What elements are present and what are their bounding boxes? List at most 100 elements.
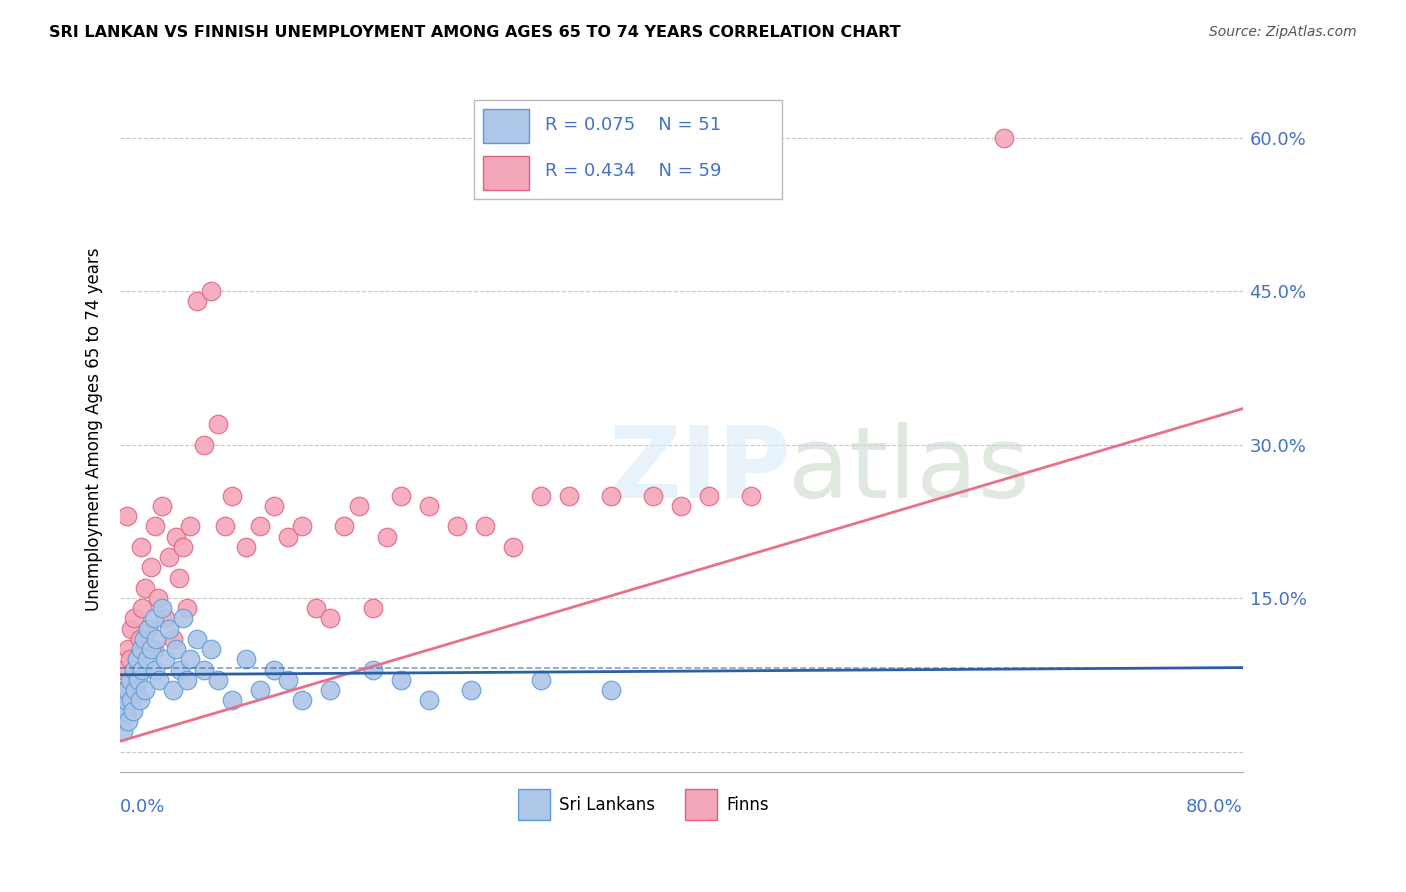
- Point: [110, 714, 132, 728]
- Point: [600, 683, 623, 698]
- Point: [993, 130, 1015, 145]
- Point: [128, 632, 150, 646]
- Point: [127, 673, 149, 687]
- Point: [117, 714, 139, 728]
- Point: [115, 509, 138, 524]
- Point: [153, 611, 176, 625]
- Point: [129, 642, 152, 657]
- Point: [146, 591, 169, 605]
- Point: [114, 693, 136, 707]
- Point: [319, 611, 342, 625]
- Point: [115, 683, 138, 698]
- Point: [200, 642, 222, 657]
- Point: [200, 284, 222, 298]
- Point: [131, 663, 153, 677]
- Point: [375, 530, 398, 544]
- Point: [165, 642, 187, 657]
- Point: [110, 693, 132, 707]
- Point: [389, 673, 412, 687]
- Point: [361, 601, 384, 615]
- Point: [530, 673, 553, 687]
- Point: [112, 704, 135, 718]
- Point: [118, 652, 141, 666]
- Point: [207, 417, 229, 431]
- Point: [142, 642, 165, 657]
- Point: [139, 642, 162, 657]
- Text: atlas: atlas: [787, 422, 1029, 519]
- Point: [176, 601, 198, 615]
- Point: [172, 611, 194, 625]
- Point: [120, 622, 142, 636]
- Point: [125, 652, 148, 666]
- Point: [221, 693, 243, 707]
- Point: [600, 489, 623, 503]
- Point: [277, 530, 299, 544]
- Point: [214, 519, 236, 533]
- Point: [167, 570, 190, 584]
- Point: [176, 673, 198, 687]
- Point: [699, 489, 721, 503]
- Point: [235, 652, 257, 666]
- Point: [418, 499, 440, 513]
- Point: [135, 652, 157, 666]
- Point: [460, 683, 482, 698]
- Point: [277, 673, 299, 687]
- Text: ZIP: ZIP: [609, 422, 792, 519]
- Point: [134, 683, 156, 698]
- Point: [643, 489, 665, 503]
- Point: [150, 601, 173, 615]
- Point: [134, 581, 156, 595]
- Point: [142, 611, 165, 625]
- Point: [121, 673, 143, 687]
- Text: Source: ZipAtlas.com: Source: ZipAtlas.com: [1209, 25, 1357, 39]
- Point: [333, 519, 356, 533]
- Point: [179, 519, 201, 533]
- Point: [165, 530, 187, 544]
- Point: [139, 560, 162, 574]
- Point: [143, 663, 166, 677]
- Point: [186, 632, 208, 646]
- Point: [347, 499, 370, 513]
- Point: [263, 663, 285, 677]
- Point: [114, 704, 136, 718]
- Point: [125, 652, 148, 666]
- Point: [291, 693, 314, 707]
- Point: [145, 632, 167, 646]
- Point: [122, 663, 145, 677]
- Text: 80.0%: 80.0%: [1185, 797, 1243, 815]
- Point: [111, 724, 134, 739]
- Point: [193, 437, 215, 451]
- Point: [148, 673, 170, 687]
- Point: [136, 622, 159, 636]
- Point: [162, 632, 184, 646]
- Point: [157, 622, 180, 636]
- Point: [418, 693, 440, 707]
- Point: [121, 704, 143, 718]
- Point: [558, 489, 581, 503]
- Point: [221, 489, 243, 503]
- Point: [128, 693, 150, 707]
- Point: [291, 519, 314, 533]
- Point: [740, 489, 762, 503]
- Point: [131, 601, 153, 615]
- Point: [530, 489, 553, 503]
- Point: [502, 540, 524, 554]
- Point: [671, 499, 693, 513]
- Point: [124, 683, 146, 698]
- Point: [157, 550, 180, 565]
- Point: [122, 611, 145, 625]
- Point: [169, 663, 191, 677]
- Point: [153, 652, 176, 666]
- Point: [207, 673, 229, 687]
- Point: [112, 683, 135, 698]
- Point: [129, 540, 152, 554]
- Point: [235, 540, 257, 554]
- Text: 0.0%: 0.0%: [120, 797, 166, 815]
- Point: [193, 663, 215, 677]
- Point: [474, 519, 496, 533]
- Text: SRI LANKAN VS FINNISH UNEMPLOYMENT AMONG AGES 65 TO 74 YEARS CORRELATION CHART: SRI LANKAN VS FINNISH UNEMPLOYMENT AMONG…: [49, 25, 901, 40]
- Point: [118, 673, 141, 687]
- Point: [120, 693, 142, 707]
- Point: [179, 652, 201, 666]
- Point: [446, 519, 468, 533]
